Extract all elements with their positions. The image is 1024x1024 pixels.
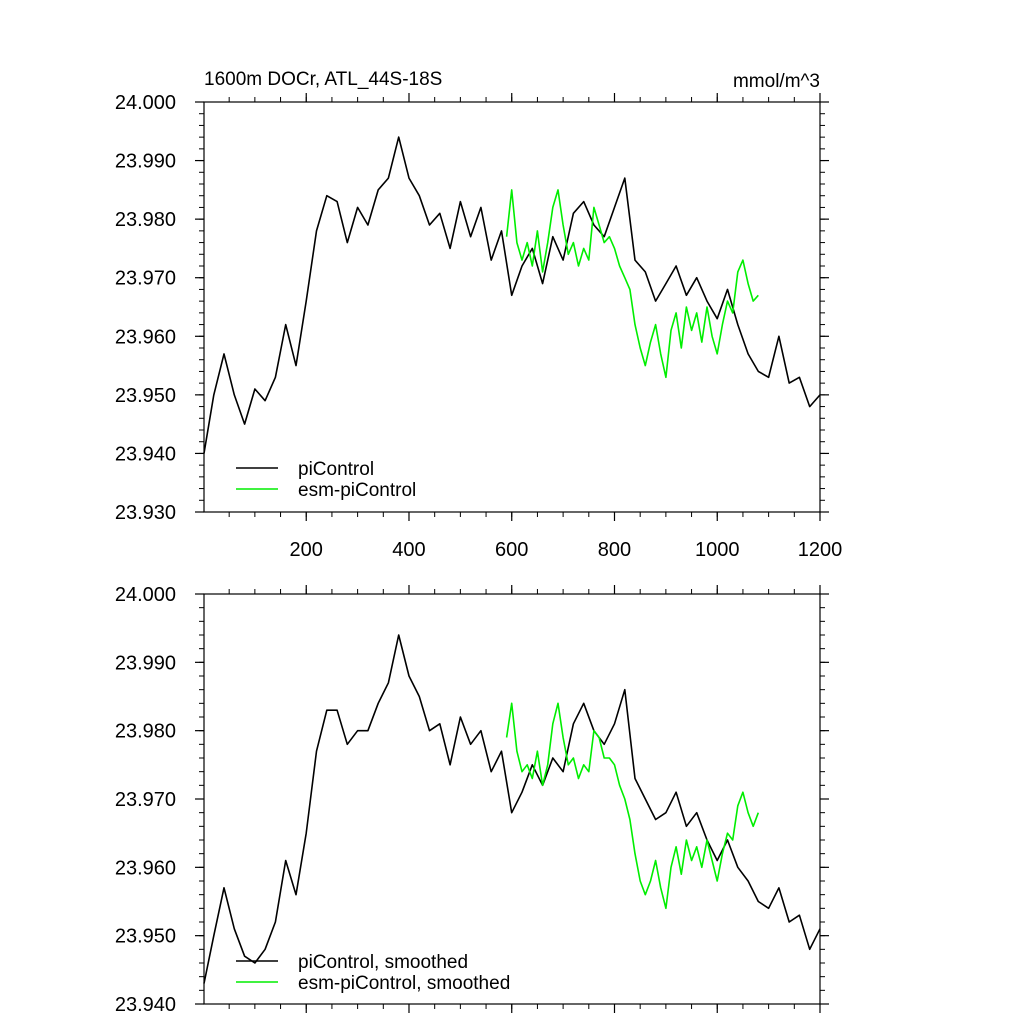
- x-tick-label: 1200: [798, 539, 843, 561]
- x-tick-label: 1000: [695, 539, 740, 561]
- y-tick-label: 23.990: [115, 151, 176, 173]
- y-tick-label: 23.960: [115, 326, 176, 348]
- series-line-picontrol-smoothed: [203, 634, 821, 984]
- y-tick-label: 23.970: [115, 268, 176, 290]
- legend-label: esm-piControl, smoothed: [298, 973, 510, 994]
- legend-label: esm-piControl: [298, 480, 416, 501]
- y-tick-label: 23.940: [115, 994, 176, 1016]
- legend-label: piControl, smoothed: [298, 952, 468, 973]
- y-tick-label: 23.970: [115, 789, 176, 811]
- series-line-esm-picontrol: [505, 189, 759, 379]
- series-line-picontrol: [203, 136, 821, 454]
- y-tick-label: 23.940: [115, 443, 176, 465]
- plot-frame: [203, 101, 821, 513]
- y-tick-label: 24.000: [115, 584, 176, 606]
- bottom-panel: 23.940 23.950 23.960 23.970 23.980 23.990 24.0…: [115, 584, 829, 1016]
- x-tick-label: 800: [598, 539, 631, 561]
- y-tick-label: 23.950: [115, 926, 176, 948]
- y-tick-label: 23.990: [115, 652, 176, 674]
- y-tick-label: 24.000: [115, 92, 176, 114]
- y-tick-label: 23.960: [115, 857, 176, 879]
- legend-label: piControl: [298, 459, 374, 480]
- y-tick-label: 23.930: [115, 502, 176, 524]
- x-tick-label: 600: [495, 539, 528, 561]
- units-label: mmol/m^3: [733, 71, 820, 92]
- x-tick-label: 400: [392, 539, 425, 561]
- series-line-esm-picontrol-smoothed: [505, 702, 760, 910]
- plot-frame: [203, 593, 821, 1005]
- x-tick-label: 200: [290, 539, 323, 561]
- y-tick-label: 23.980: [115, 721, 176, 743]
- top-panel: 23.930 23.940 23.950 23.960 23.970 23.980 23.9…: [115, 92, 842, 561]
- y-tick-label: 23.950: [115, 385, 176, 407]
- chart-title: 1600m DOCr, ATL_44S-18S: [204, 69, 442, 90]
- y-tick-label: 23.980: [115, 209, 176, 231]
